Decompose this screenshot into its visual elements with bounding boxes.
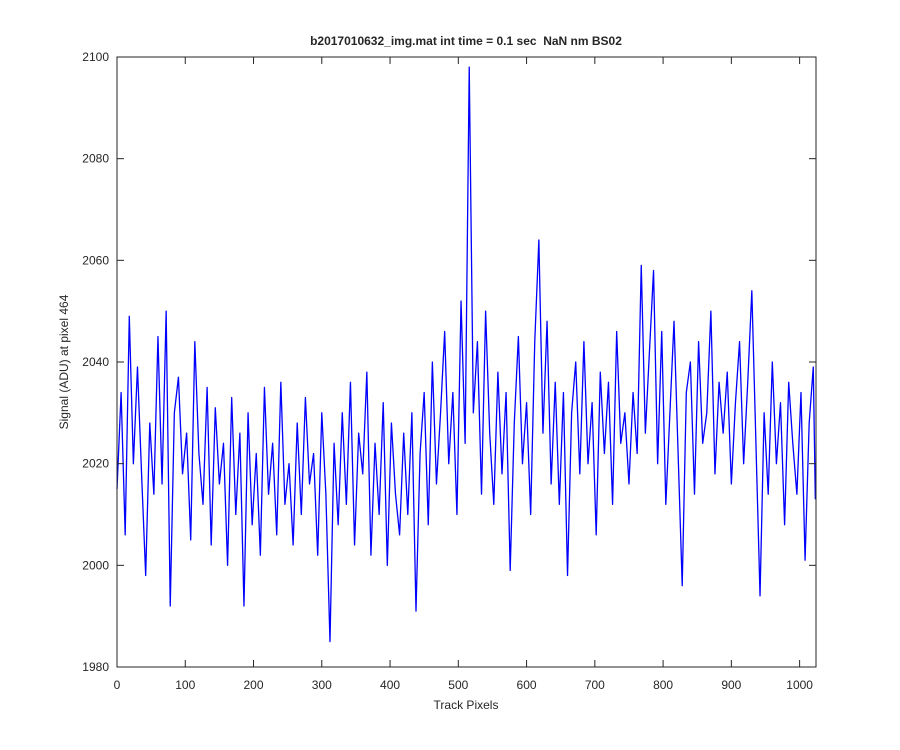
y-axis-label: Signal (ADU) at pixel 464 [57,294,71,429]
x-tick-label: 600 [517,678,537,692]
x-tick-label: 0 [114,678,121,692]
y-tick-label: 2020 [82,457,109,471]
x-tick-label: 800 [653,678,673,692]
x-tick-label: 1000 [786,678,813,692]
y-tick-label: 2080 [82,152,109,166]
data-line [116,66,816,643]
y-tick-label: 2100 [82,50,109,64]
y-tick-label: 1980 [82,660,109,674]
x-tick-label: 900 [721,678,741,692]
x-tick-label: 400 [380,678,400,692]
x-tick-label: 700 [585,678,605,692]
x-tick-label: 500 [448,678,468,692]
x-tick-label: 300 [312,678,332,692]
y-tick-label: 2040 [82,355,109,369]
x-tick-label: 200 [244,678,264,692]
plot-area: 0 100 200 300 400 500 600 700 800 900 1000 1980 2000… [82,50,817,692]
y-tick-label: 2000 [82,558,109,572]
chart-title: b2017010632_img.mat int time = 0.1 sec N… [310,34,622,48]
x-axis-label: Track Pixels [434,698,499,712]
y-tick-label: 2060 [82,253,109,267]
x-tick-label: 100 [175,678,195,692]
